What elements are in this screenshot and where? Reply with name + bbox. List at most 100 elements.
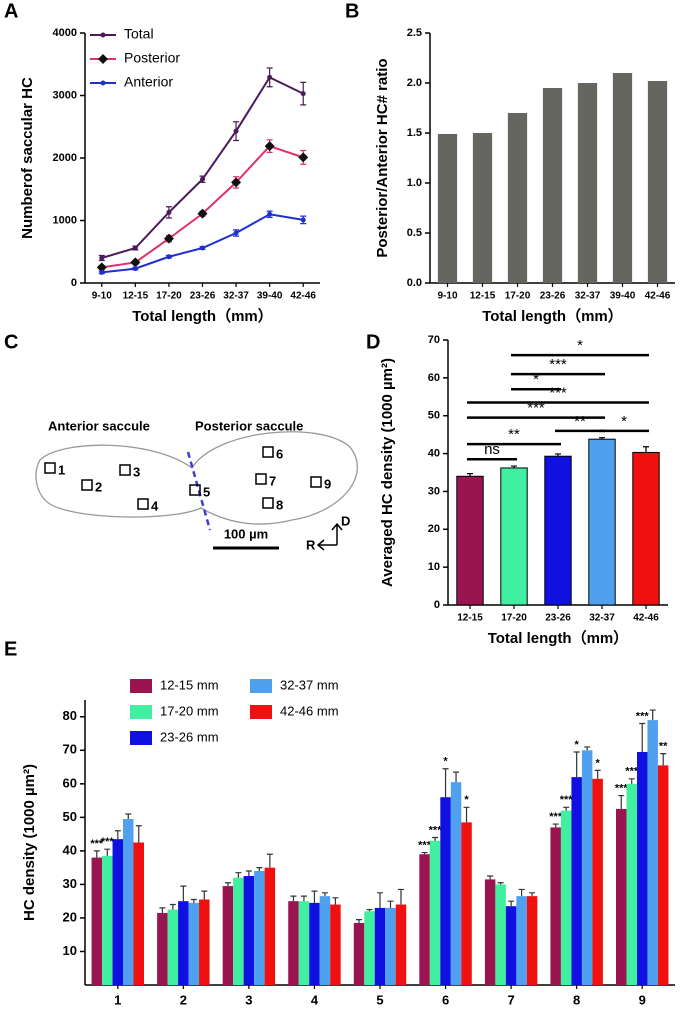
error-bar xyxy=(266,853,273,868)
bar xyxy=(577,83,598,283)
bar xyxy=(472,133,493,283)
x-tick-label: 1 xyxy=(114,992,121,1007)
bar xyxy=(330,904,341,985)
bar xyxy=(560,810,572,985)
bar xyxy=(456,475,484,606)
error-bar xyxy=(290,895,297,902)
y-axis-title: Posterior/Anterior HC# ratio xyxy=(374,58,391,257)
x-tick-label: 23-26 xyxy=(545,613,571,624)
error-bar xyxy=(245,870,252,877)
panel-label: D xyxy=(366,331,380,353)
error-bar xyxy=(432,836,439,841)
error-bar xyxy=(169,903,176,910)
legend-marker xyxy=(100,32,106,38)
error-bar xyxy=(552,823,559,828)
divider xyxy=(186,451,212,531)
y-tick-label: 10 xyxy=(428,561,440,573)
x-tick-label: 12-15 xyxy=(457,613,483,624)
error-bar xyxy=(508,900,515,907)
y-tick-label: 30 xyxy=(428,485,440,497)
significance: * xyxy=(596,757,601,769)
bar xyxy=(437,134,458,283)
x-tick-label: 3 xyxy=(245,992,252,1007)
y-axis-title: HC density (1000 µm²) xyxy=(21,764,38,921)
site-box xyxy=(310,476,322,488)
marker xyxy=(197,208,208,219)
bar xyxy=(178,901,189,985)
x-tick-label: 2 xyxy=(180,992,187,1007)
legend-label: 17-20 mm xyxy=(160,703,219,718)
bar xyxy=(157,912,168,985)
y-tick-label: 1000 xyxy=(53,214,77,226)
error-bar xyxy=(300,895,307,902)
y-tick-label: 0.0 xyxy=(407,277,422,289)
region-label: Anterior saccule xyxy=(48,418,150,433)
axis-letter: R xyxy=(306,537,316,552)
error-bar xyxy=(497,882,504,885)
bar xyxy=(592,778,603,985)
x-axis-title: Total length（mm） xyxy=(482,307,623,325)
error-bar xyxy=(356,919,363,923)
significance: *** xyxy=(90,838,104,850)
bar xyxy=(385,907,396,985)
x-tick-label: 42-46 xyxy=(645,291,671,302)
scale-label: 100 µm xyxy=(224,526,268,541)
bar xyxy=(319,896,331,985)
legend-label: 23-26 mm xyxy=(160,729,219,744)
y-tick-label: 60 xyxy=(428,372,440,384)
bar xyxy=(495,884,506,985)
bar xyxy=(112,839,124,985)
marker xyxy=(233,128,239,134)
bar xyxy=(222,886,234,985)
site-box xyxy=(262,497,274,509)
y-tick-label: 20 xyxy=(63,909,77,924)
marker xyxy=(300,217,306,223)
legend-label: Posterior xyxy=(124,50,180,66)
significance: *** xyxy=(101,836,115,848)
y-tick-label: 3000 xyxy=(53,89,77,101)
y-tick-label: 20 xyxy=(428,523,440,535)
x-tick-label: 23-26 xyxy=(540,291,566,302)
line xyxy=(101,76,304,259)
y-tick-label: 60 xyxy=(63,775,77,790)
bar xyxy=(484,879,496,985)
error-bar xyxy=(563,806,570,811)
x-tick-label: 17-20 xyxy=(501,613,527,624)
error-bar xyxy=(93,850,100,858)
panel-label: C xyxy=(4,331,18,353)
significance: *** xyxy=(429,824,443,836)
legend-marker xyxy=(100,80,106,86)
marker xyxy=(132,266,138,272)
error-bar xyxy=(518,888,525,897)
x-tick-label: 12-15 xyxy=(470,291,496,302)
error-bar xyxy=(114,830,121,840)
panel-c: C Anterior saccule Posterior saccule 1 2 3… xyxy=(4,331,358,552)
panel-label: B xyxy=(345,0,359,22)
marker xyxy=(163,233,174,244)
error-bar xyxy=(660,753,667,766)
bar xyxy=(507,113,528,283)
bar xyxy=(395,904,407,985)
legend-label: Total xyxy=(124,26,154,42)
x-tick-label: 32-37 xyxy=(575,291,601,302)
site-box xyxy=(255,473,267,485)
error-bar xyxy=(573,751,580,778)
error-bar xyxy=(487,875,494,880)
site-label: 2 xyxy=(95,479,102,494)
legend-swatch xyxy=(130,705,152,719)
bar xyxy=(429,840,441,985)
y-tick-label: 80 xyxy=(63,708,77,723)
legend-label: 32-37 mm xyxy=(280,677,339,692)
x-tick-label: 4 xyxy=(311,992,319,1007)
x-tick-label: 23-26 xyxy=(190,291,216,302)
y-tick-label: 10 xyxy=(63,943,77,958)
significance: * xyxy=(443,756,448,768)
bar xyxy=(544,455,572,606)
marker xyxy=(99,255,105,261)
panel: D 0 10 20 30 40 50 60 70 12-15 17-20 23-26 32-37 42-4… xyxy=(366,331,668,647)
significance: *** xyxy=(615,782,629,794)
error-bar xyxy=(639,722,646,752)
x-tick-label: 32-37 xyxy=(589,613,615,624)
significance: * xyxy=(575,739,580,751)
